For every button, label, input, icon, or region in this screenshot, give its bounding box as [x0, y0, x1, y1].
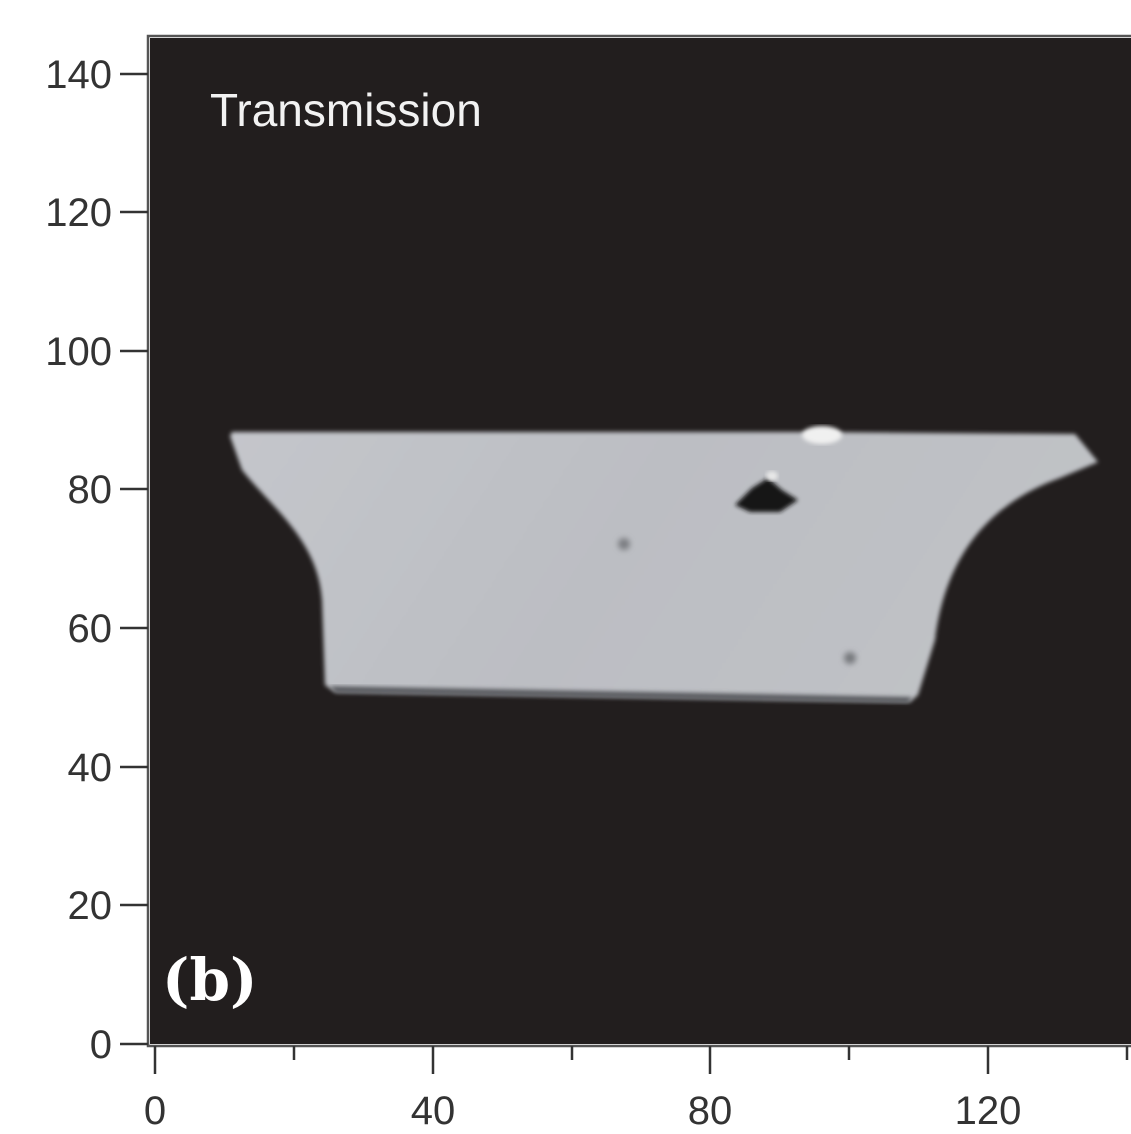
y-tick-label: 40 [68, 746, 113, 790]
x-tick-label: 120 [955, 1089, 1022, 1133]
y-tick-label: 100 [45, 330, 112, 374]
defect-glint [766, 471, 778, 481]
x-axis [153, 1046, 1129, 1074]
y-tick-label: 20 [68, 884, 113, 928]
y-tick-label: 60 [68, 607, 113, 651]
y-tick-label: 120 [45, 191, 112, 235]
sample-shape [230, 432, 1098, 702]
x-tick-label: 0 [144, 1089, 166, 1133]
x-tick-label: 40 [411, 1089, 456, 1133]
y-tick-labels: 140 120 100 80 60 40 20 0 [45, 53, 112, 1067]
y-tick-label: 140 [45, 53, 112, 97]
y-axis [120, 72, 148, 1046]
x-tick-label: 80 [688, 1089, 733, 1133]
overlay-title: Transmission [210, 84, 482, 136]
sample-bottom-edge [330, 686, 912, 703]
dark-defect [735, 478, 798, 512]
panel-label: (b) [162, 946, 257, 1014]
small-spot-1 [618, 538, 630, 550]
x-tick-labels: 0 40 80 120 [144, 1089, 1022, 1133]
bright-inclusion [802, 426, 842, 444]
plot-frame [146, 34, 1131, 1048]
y-tick-label: 80 [68, 468, 113, 512]
small-spot-2 [844, 652, 856, 664]
y-tick-label: 0 [90, 1023, 112, 1067]
